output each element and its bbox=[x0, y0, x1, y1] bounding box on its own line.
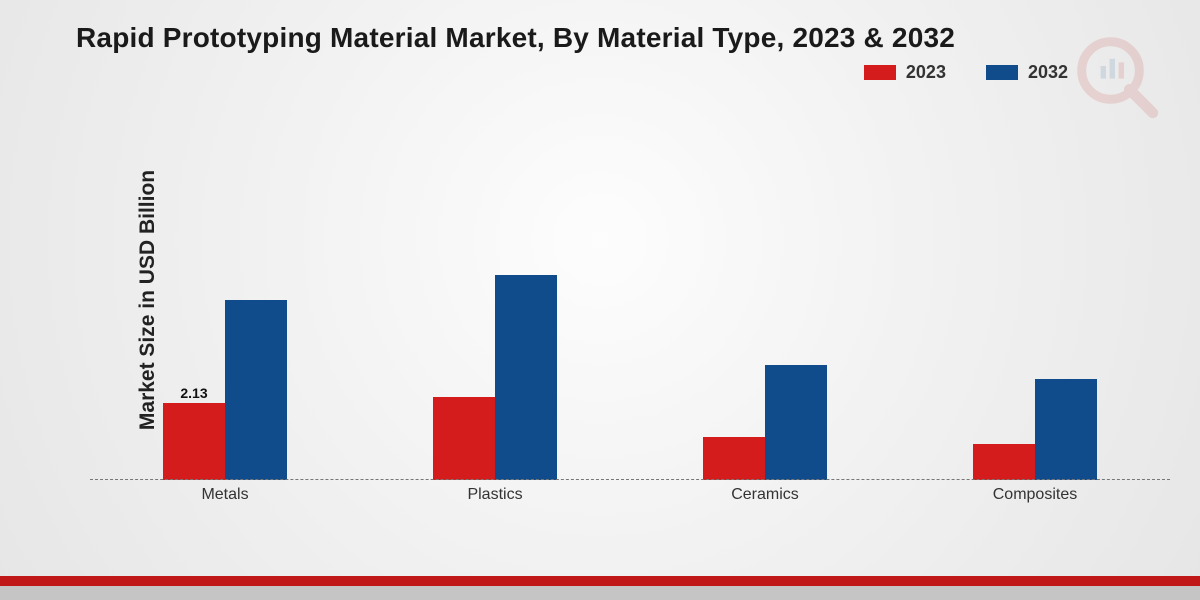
bar bbox=[703, 437, 765, 480]
x-axis-label: Metals bbox=[90, 480, 360, 510]
legend-item-2032: 2032 bbox=[986, 62, 1068, 83]
bar-group: 2.13 bbox=[90, 120, 360, 480]
chart-title: Rapid Prototyping Material Market, By Ma… bbox=[76, 22, 955, 54]
legend-label-2023: 2023 bbox=[906, 62, 946, 83]
bar bbox=[765, 365, 827, 480]
x-axis-label: Ceramics bbox=[630, 480, 900, 510]
bar bbox=[225, 300, 287, 480]
footer-red-bar bbox=[0, 576, 1200, 586]
x-axis-label: Plastics bbox=[360, 480, 630, 510]
legend-item-2023: 2023 bbox=[864, 62, 946, 83]
bar-group bbox=[360, 120, 630, 480]
bar-group bbox=[630, 120, 900, 480]
watermark-icon bbox=[1070, 30, 1160, 120]
bar-groups: 2.13 bbox=[90, 120, 1170, 480]
bar bbox=[433, 397, 495, 480]
legend-label-2032: 2032 bbox=[1028, 62, 1068, 83]
chart-page: Rapid Prototyping Material Market, By Ma… bbox=[0, 0, 1200, 600]
bar-group bbox=[900, 120, 1170, 480]
bar: 2.13 bbox=[163, 403, 225, 480]
footer-grey-bar bbox=[0, 586, 1200, 600]
plot-area: 2.13 MetalsPlasticsCeramicsComposites bbox=[90, 120, 1170, 510]
bar bbox=[1035, 379, 1097, 480]
bar bbox=[495, 275, 557, 480]
bar bbox=[973, 444, 1035, 480]
bar-value-label: 2.13 bbox=[180, 385, 207, 403]
x-axis-label: Composites bbox=[900, 480, 1170, 510]
legend-swatch-2023 bbox=[864, 65, 896, 80]
legend-swatch-2032 bbox=[986, 65, 1018, 80]
legend: 2023 2032 bbox=[864, 62, 1068, 83]
x-axis-labels: MetalsPlasticsCeramicsComposites bbox=[90, 480, 1170, 510]
